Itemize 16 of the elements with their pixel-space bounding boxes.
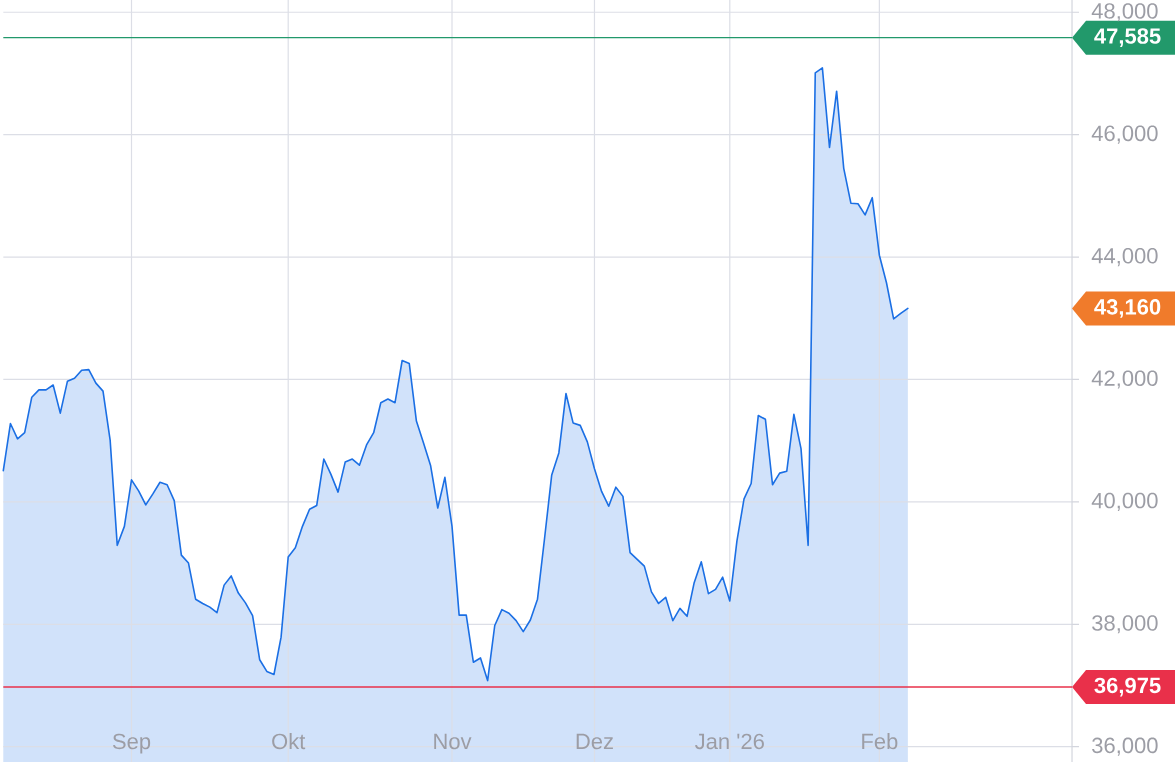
x-tick-label: Dez xyxy=(576,733,613,750)
y-tick-label: 36,000 xyxy=(1092,737,1158,756)
x-tick-label: Feb xyxy=(862,733,898,750)
x-tick-label: Okt xyxy=(272,733,306,750)
x-tick-label: Sep xyxy=(112,733,151,754)
y-tick-label: 38,000 xyxy=(1092,615,1158,634)
text: 43,160 xyxy=(1094,299,1161,318)
x-tick-label: Nov xyxy=(434,733,472,750)
y-tick-label: 48,000 xyxy=(1091,3,1158,22)
x-tick-label: Jan '26 xyxy=(695,733,764,750)
ref-line-label: 47,585 xyxy=(1094,28,1161,48)
ref-line-label: 36,975 xyxy=(1094,677,1161,697)
y-tick-label: 42,000 xyxy=(1091,370,1158,389)
y-tick-label: 44,000 xyxy=(1091,247,1158,267)
y-tick-label: 40,000 xyxy=(1091,492,1158,511)
y-tick-label: 46,000 xyxy=(1091,125,1158,144)
